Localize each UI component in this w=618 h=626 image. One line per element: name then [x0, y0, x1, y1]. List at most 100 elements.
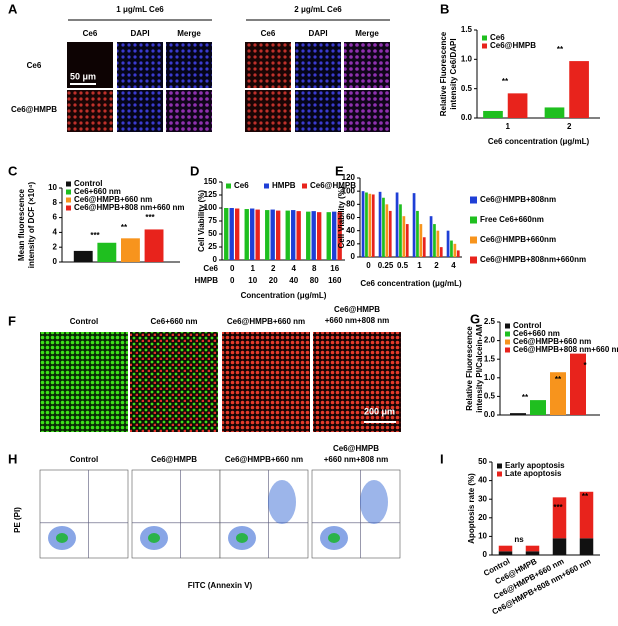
y-axis-label: Relative Fluorescence — [465, 326, 474, 411]
legend-label: Ce6@HMPB+808 nm+660 nm — [74, 203, 185, 212]
bar — [569, 61, 589, 118]
x-tick-label: 0.5 — [397, 261, 409, 270]
channel-label: DAPI — [308, 29, 327, 38]
panel-label: I — [440, 451, 444, 466]
y-tick-label: 20 — [478, 513, 487, 522]
channel-label: DAPI — [130, 29, 149, 38]
y-tick-label: 2.5 — [484, 317, 496, 326]
legend-swatch — [470, 196, 477, 204]
bar — [510, 413, 526, 415]
bar — [530, 400, 546, 415]
x-tick-label: 40 — [289, 276, 298, 285]
y-axis-label: PE (PI) — [13, 507, 22, 533]
panel-label: E — [335, 163, 344, 178]
y-axis-label: intensity Ce6/DAPI — [449, 38, 458, 109]
legend-swatch — [470, 236, 477, 244]
legend-swatch — [302, 183, 307, 189]
channel-label: Merge — [355, 29, 379, 38]
panel-label: B — [440, 1, 449, 16]
y-tick-label: 0.5 — [461, 84, 473, 93]
x-tick-label: 0 — [230, 264, 235, 273]
bar — [433, 224, 436, 257]
y-tick-label: 0 — [213, 255, 218, 264]
column-label: Ce6+660 nm — [151, 317, 198, 326]
legend-swatch — [505, 339, 510, 345]
bar — [382, 197, 385, 257]
bar — [419, 224, 423, 257]
legend-label: Control — [513, 321, 541, 330]
significance-label: ns — [514, 535, 524, 544]
channel-label: Merge — [177, 29, 201, 38]
bar — [121, 238, 140, 262]
row-label: Ce6 — [27, 61, 42, 70]
bar — [483, 110, 503, 118]
legend-label: Ce6 — [234, 181, 249, 190]
x-tick-label: 4 — [292, 264, 297, 273]
legend-swatch — [66, 197, 71, 203]
significance-label: *** — [553, 503, 563, 512]
legend-swatch — [482, 43, 487, 49]
y-tick-label: 2 — [53, 242, 58, 251]
y-tick-label: 50 — [208, 229, 217, 238]
bar — [270, 209, 275, 260]
bar — [97, 242, 117, 262]
significance-label: ** — [502, 77, 509, 86]
legend-label: Ce6@HMPB+660 nm — [513, 337, 591, 346]
scale-bar-label: 200 μm — [364, 406, 395, 416]
bar — [316, 212, 322, 260]
bar — [73, 250, 93, 262]
legend-swatch — [505, 347, 510, 353]
x-tick-label: 80 — [310, 276, 319, 285]
column-label: Ce6@HMPB — [334, 305, 380, 314]
panel-label: H — [8, 451, 17, 466]
x-tick-label: 160 — [328, 276, 342, 285]
legend-label: Free Ce6+660nm — [480, 215, 544, 224]
bar — [405, 224, 409, 257]
bar — [552, 538, 567, 555]
bar — [385, 204, 389, 257]
legend-swatch — [264, 183, 269, 189]
y-tick-label: 25 — [208, 242, 217, 251]
y-tick-label: 80 — [346, 199, 355, 208]
bar — [498, 551, 513, 555]
x-tick-label: 8 — [312, 264, 317, 273]
y-tick-label: 30 — [478, 494, 487, 503]
y-tick-label: 8 — [53, 198, 58, 207]
legend-label: Late apoptosis — [505, 469, 562, 478]
bar — [365, 192, 368, 257]
column-label: +660 nm+808 nm — [324, 455, 388, 464]
bar — [498, 545, 513, 552]
y-tick-label: 120 — [342, 173, 356, 182]
legend-swatch — [482, 35, 487, 41]
y-tick-label: 1.0 — [461, 54, 473, 63]
scale-bar-label: 50 μm — [70, 71, 96, 81]
bar — [378, 191, 382, 257]
bar — [416, 210, 419, 257]
x-tick-label: 20 — [269, 276, 278, 285]
y-tick-label: 2.0 — [484, 336, 496, 345]
column-label: Ce6@HMPB+660 nm — [227, 317, 305, 326]
column-label: Control — [70, 455, 98, 464]
y-tick-label: 100 — [204, 203, 218, 212]
y-tick-label: 0.5 — [484, 392, 496, 401]
bar — [570, 353, 586, 415]
legend-swatch — [497, 471, 502, 477]
legend-swatch — [226, 183, 231, 189]
channel-label: Ce6 — [83, 29, 98, 38]
cell-cluster-core — [56, 533, 68, 543]
flow-plots — [39, 469, 401, 559]
legend-label: Ce6@HMPB — [310, 181, 356, 190]
panel-h: H Control Ce6@HMPB Ce6@HMPB+660 nm Ce6@H… — [8, 444, 401, 590]
panel-label: F — [8, 313, 16, 328]
bar — [244, 209, 249, 260]
y-tick-label: 0.0 — [461, 113, 473, 122]
legend-label: Ce6@HMPB+808 nm+660 nm — [513, 345, 618, 354]
bar — [234, 208, 240, 260]
significance-label: ** — [582, 492, 589, 501]
bar — [388, 210, 392, 257]
cell-cluster-core — [148, 533, 160, 543]
y-tick-label: 4 — [53, 228, 58, 237]
significance-label: ** — [121, 223, 128, 232]
x-row-label: HMPB — [194, 276, 218, 285]
